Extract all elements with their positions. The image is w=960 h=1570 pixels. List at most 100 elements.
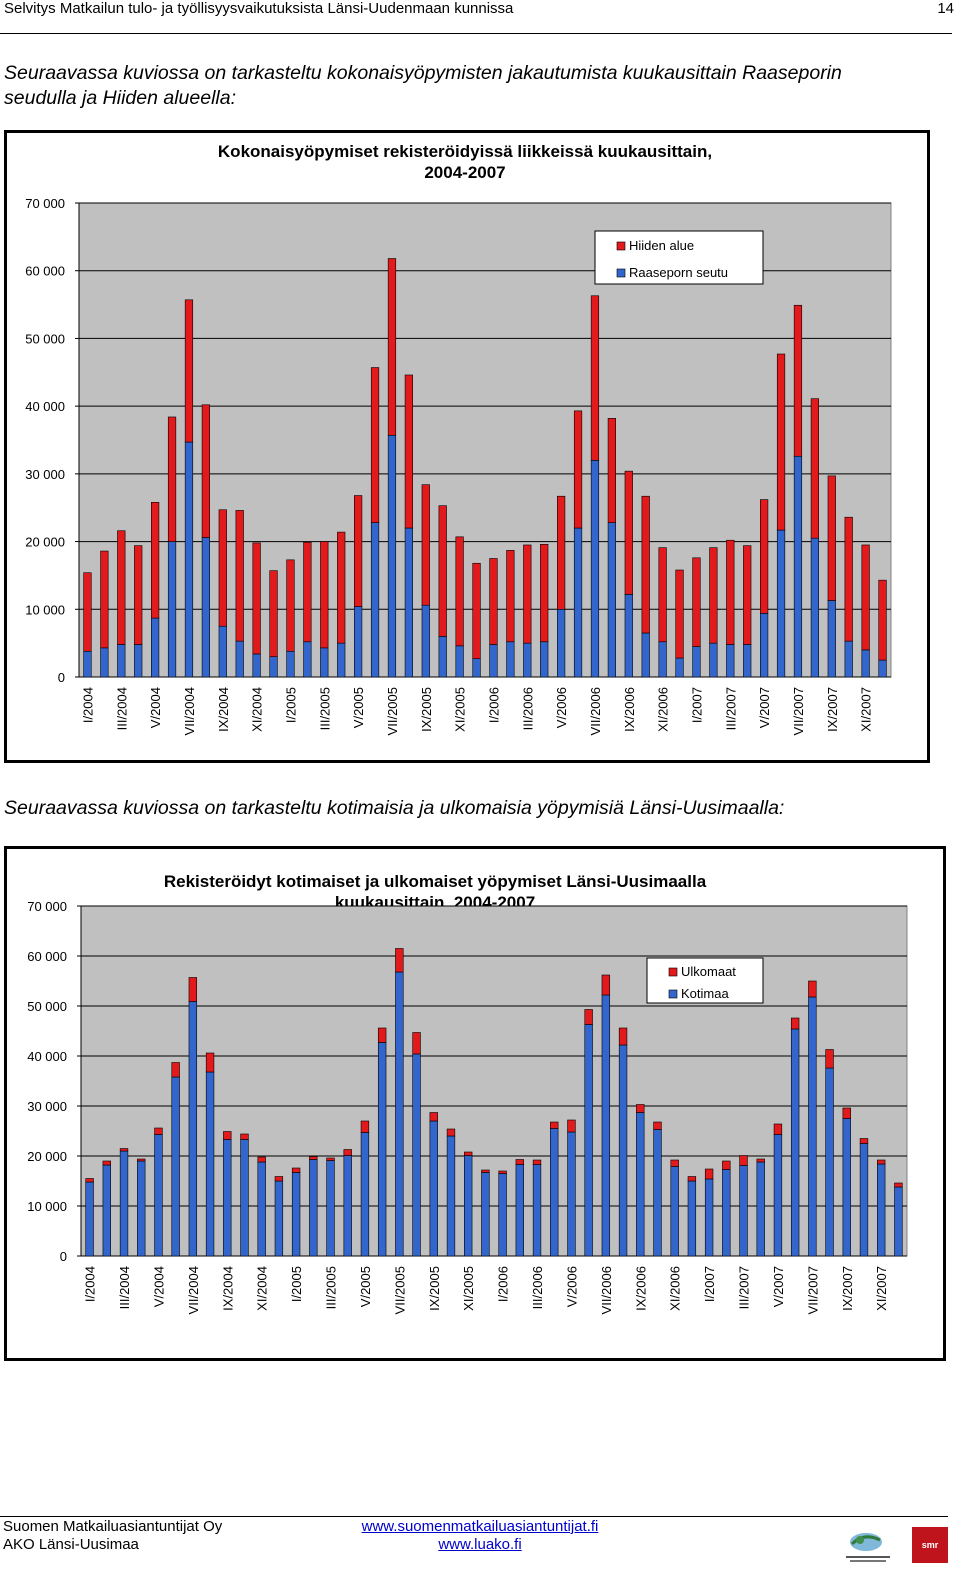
- bar-segment-kotimaa: [515, 1164, 524, 1257]
- bar-segment-ulkomaat: [790, 1017, 800, 1030]
- bar-segment-hiiden-alue: [354, 495, 363, 607]
- intro-line-2: seudulla ja Hiiden alueella:: [4, 87, 236, 109]
- bar-segment-raaseporn-seutu: [184, 441, 194, 678]
- intro-paragraph-1: Seuraavassa kuviossa on tarkasteltu koko…: [4, 61, 842, 111]
- bar-segment-ulkomaat: [859, 1138, 869, 1144]
- bar-segment-raaseporn-seutu: [269, 656, 278, 678]
- footer-link-2[interactable]: www.luako.fi: [438, 1536, 522, 1553]
- x-tick-label: VII/2005: [392, 1266, 407, 1314]
- x-tick-label: IX/2004: [216, 687, 231, 732]
- bar-segment-raaseporn-seutu: [100, 647, 109, 678]
- bar-segment-kotimaa: [584, 1024, 593, 1257]
- bar-segment-hiiden-alue: [421, 484, 430, 606]
- bar-segment-kotimaa: [188, 1001, 198, 1257]
- x-tick-label: III/2007: [737, 1266, 752, 1309]
- x-tick-label: I/2007: [702, 1266, 717, 1302]
- bar-segment-ulkomaat: [825, 1049, 834, 1069]
- bar-segment-raaseporn-seutu: [557, 608, 566, 678]
- bar-segment-hiiden-alue: [743, 545, 752, 645]
- bar-segment-hiiden-alue: [303, 541, 312, 643]
- x-tick-label: IX/2006: [622, 687, 637, 732]
- bar-segment-kotimaa: [309, 1159, 318, 1257]
- bar-segment-ulkomaat: [446, 1128, 456, 1137]
- legend-swatch: [616, 268, 626, 278]
- bar-segment-raaseporn-seutu: [590, 460, 600, 678]
- header-title: Selvitys Matkailun tulo- ja työllisyysva…: [4, 0, 514, 17]
- x-tick-label: I/2005: [283, 687, 298, 723]
- x-tick-label: XI/2005: [461, 1266, 476, 1311]
- bar-segment-ulkomaat: [85, 1178, 94, 1183]
- y-tick-label: 0: [60, 1249, 67, 1264]
- bar-segment-hiiden-alue: [83, 572, 92, 652]
- bar-segment-kotimaa: [687, 1180, 697, 1257]
- x-tick-label: VII/2006: [588, 687, 603, 735]
- bar-segment-kotimaa: [498, 1173, 507, 1257]
- bar-segment-kotimaa: [326, 1160, 335, 1257]
- y-tick-label: 30 000: [27, 1099, 67, 1114]
- y-tick-label: 20 000: [25, 535, 65, 550]
- bar-segment-kotimaa: [137, 1160, 146, 1257]
- smr-logo: smr: [912, 1527, 948, 1563]
- bar-segment-ulkomaat: [704, 1168, 714, 1180]
- bar-segment-kotimaa: [859, 1143, 869, 1257]
- bar-segment-kotimaa: [291, 1172, 301, 1257]
- bar-segment-kotimaa: [377, 1042, 387, 1257]
- bar-segment-raaseporn-seutu: [167, 541, 177, 678]
- x-tick-label: V/2005: [351, 687, 366, 728]
- bar-segment-ulkomaat: [756, 1158, 765, 1163]
- chart-1: Kokonaisyöpymiset rekisteröidyissä liikk…: [25, 142, 892, 735]
- bar-segment-raaseporn-seutu: [387, 434, 397, 678]
- legend-swatch: [616, 241, 626, 251]
- x-tick-label: VII/2006: [599, 1266, 614, 1314]
- x-tick-label: I/2006: [496, 1266, 511, 1302]
- bar-segment-ulkomaat: [102, 1160, 111, 1166]
- bar-segment-raaseporn-seutu: [421, 604, 430, 678]
- bar-segment-ulkomaat: [137, 1158, 146, 1162]
- y-tick-label: 30 000: [25, 467, 65, 482]
- x-tick-label: III/2006: [530, 1266, 545, 1309]
- bar-segment-hiiden-alue: [337, 531, 346, 644]
- bar-segment-ulkomaat: [515, 1159, 524, 1165]
- bar-segment-hiiden-alue: [167, 416, 177, 542]
- bar-segment-kotimaa: [773, 1134, 783, 1257]
- bar-segment-hiiden-alue: [320, 541, 329, 649]
- y-tick-label: 60 000: [27, 949, 67, 964]
- bar-segment-hiiden-alue: [387, 258, 397, 436]
- bar-segment-ulkomaat: [567, 1119, 576, 1133]
- footer-divider: [0, 1516, 948, 1517]
- bar-segment-hiiden-alue: [100, 550, 109, 649]
- bar-segment-kotimaa: [877, 1163, 886, 1257]
- bar-segment-kotimaa: [412, 1053, 421, 1257]
- chart-frame-2: Rekisteröidyt kotimaiset ja ulkomaiset y…: [4, 846, 946, 1361]
- bar-segment-ulkomaat: [119, 1148, 129, 1152]
- bar-segment-raaseporn-seutu: [641, 632, 650, 678]
- bar-segment-kotimaa: [550, 1128, 559, 1257]
- x-tick-label: XI/2006: [656, 687, 671, 732]
- bar-segment-raaseporn-seutu: [523, 642, 532, 678]
- footer-link-1[interactable]: www.suomenmatkailuasiantuntijat.fi: [361, 1518, 599, 1535]
- bar-segment-hiiden-alue: [201, 404, 210, 538]
- bar-segment-ulkomaat: [377, 1027, 387, 1043]
- bar-segment-hiiden-alue: [573, 410, 583, 529]
- x-tick-label: V/2005: [358, 1266, 373, 1307]
- bar-segment-kotimaa: [429, 1120, 438, 1257]
- y-tick-label: 20 000: [27, 1149, 67, 1164]
- x-tick-label: V/2006: [554, 687, 569, 728]
- bar-segment-raaseporn-seutu: [776, 529, 786, 678]
- bar-segment-hiiden-alue: [184, 299, 194, 443]
- y-tick-label: 10 000: [27, 1199, 67, 1214]
- bar-segment-kotimaa: [446, 1135, 456, 1257]
- bar-segment-raaseporn-seutu: [573, 527, 583, 678]
- bar-segment-kotimaa: [205, 1071, 215, 1257]
- bar-segment-raaseporn-seutu: [827, 600, 836, 678]
- x-tick-label: III/2006: [520, 687, 535, 730]
- x-tick-label: V/2007: [757, 687, 772, 728]
- y-tick-label: 0: [58, 670, 65, 685]
- bar-segment-hiiden-alue: [709, 547, 718, 644]
- plot-area: [80, 905, 908, 1257]
- footer-company: Suomen Matkailuasiantuntijat Oy: [3, 1518, 223, 1535]
- x-tick-label: I/2004: [80, 687, 95, 723]
- bar-segment-ulkomaat: [343, 1149, 352, 1156]
- bar-segment-kotimaa: [739, 1165, 748, 1257]
- bar-segment-raaseporn-seutu: [286, 650, 295, 678]
